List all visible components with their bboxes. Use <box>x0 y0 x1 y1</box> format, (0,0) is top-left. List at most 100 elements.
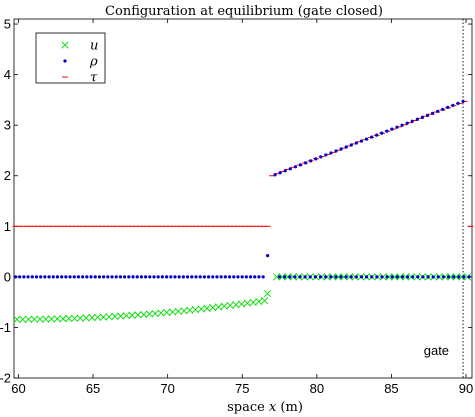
data-point <box>421 275 425 279</box>
data-point <box>380 275 384 279</box>
data-point <box>197 305 205 313</box>
x-marker-stroke <box>243 299 251 307</box>
data-point <box>60 275 64 279</box>
x-marker-stroke <box>99 313 107 321</box>
data-point <box>39 275 43 279</box>
y-tick-label: 4 <box>4 67 11 82</box>
data-point <box>334 275 338 279</box>
x-marker-stroke <box>191 306 200 314</box>
data-point <box>462 275 466 279</box>
data-point <box>13 275 18 279</box>
data-point <box>298 275 302 279</box>
x-marker-stroke <box>186 306 194 314</box>
y-tick-label: 1 <box>4 219 11 234</box>
x-marker-stroke <box>340 273 348 281</box>
data-point <box>135 275 139 279</box>
x-marker-stroke <box>284 273 292 281</box>
data-point <box>457 275 461 279</box>
data-point <box>277 275 282 279</box>
x-marker-stroke <box>168 308 177 316</box>
data-point <box>447 273 455 281</box>
axes-box <box>13 18 473 379</box>
data-point <box>47 275 51 279</box>
data-point <box>354 141 358 145</box>
data-point <box>51 275 55 279</box>
data-point <box>181 275 185 279</box>
data-point <box>198 275 202 279</box>
legend-marker <box>63 59 67 63</box>
x-marker-stroke <box>65 314 73 323</box>
x-marker-stroke <box>19 315 27 323</box>
data-point <box>314 157 318 161</box>
x-marker-stroke <box>402 273 410 281</box>
y-tick-label: 2 <box>4 168 11 183</box>
data-point <box>375 133 379 137</box>
x-tick-label: 65 <box>86 381 100 396</box>
x-marker-stroke <box>441 273 449 281</box>
data-point <box>43 275 47 279</box>
x-marker-stroke <box>157 309 165 317</box>
data-point <box>55 275 60 279</box>
data-point <box>329 273 337 281</box>
data-point <box>283 275 287 279</box>
x-marker-stroke <box>122 312 131 320</box>
data-point <box>85 275 89 279</box>
x-tick-label: 70 <box>160 381 174 396</box>
data-point <box>253 275 257 279</box>
data-point <box>416 275 420 279</box>
data-point <box>93 275 97 279</box>
data-point <box>53 315 61 323</box>
x-marker-stroke <box>128 311 136 319</box>
data-point <box>283 169 287 173</box>
data-point <box>344 145 348 149</box>
legend-box <box>35 32 106 84</box>
x-axis-label-unit: (m) <box>276 400 303 415</box>
data-point <box>436 109 440 113</box>
data-point <box>344 275 348 279</box>
x-marker-stroke <box>117 312 125 320</box>
data-point <box>65 314 73 323</box>
x-marker-stroke <box>145 310 154 318</box>
data-point <box>385 275 389 279</box>
x-marker-stroke <box>226 301 234 310</box>
data-point <box>26 275 30 279</box>
data-point <box>309 159 313 163</box>
data-point <box>446 275 451 279</box>
data-point <box>151 309 159 318</box>
data-point <box>118 275 123 279</box>
legend-label: u <box>90 39 98 54</box>
x-marker-stroke <box>30 315 38 323</box>
chart-title: Configuration at equilibrium (gate close… <box>105 4 383 19</box>
data-point <box>339 147 343 151</box>
x-marker-stroke <box>278 273 286 281</box>
x-marker-stroke <box>174 307 182 316</box>
x-marker-stroke <box>261 297 269 305</box>
data-point <box>261 297 269 305</box>
data-point <box>452 273 460 281</box>
x-marker-stroke <box>13 315 21 323</box>
data-point <box>99 313 107 321</box>
data-point <box>19 315 27 323</box>
data-point <box>303 161 308 165</box>
data-point <box>177 275 181 279</box>
data-point <box>375 275 379 279</box>
data-point <box>278 171 282 175</box>
x-marker-stroke <box>140 310 148 319</box>
data-point <box>436 275 440 279</box>
data-point <box>59 315 67 323</box>
data-point <box>456 101 460 105</box>
data-point <box>426 275 430 279</box>
data-point <box>219 275 223 279</box>
x-marker-stroke <box>82 314 90 322</box>
data-point <box>214 303 223 311</box>
x-marker-stroke <box>329 273 337 281</box>
data-point <box>169 275 173 279</box>
y-tick-label: -2 <box>0 371 11 386</box>
data-point <box>128 311 136 319</box>
data-point <box>190 275 194 279</box>
data-point <box>293 275 297 279</box>
x-marker-stroke <box>385 273 393 281</box>
data-point <box>329 275 333 279</box>
data-point <box>385 273 393 281</box>
data-point <box>30 315 38 323</box>
